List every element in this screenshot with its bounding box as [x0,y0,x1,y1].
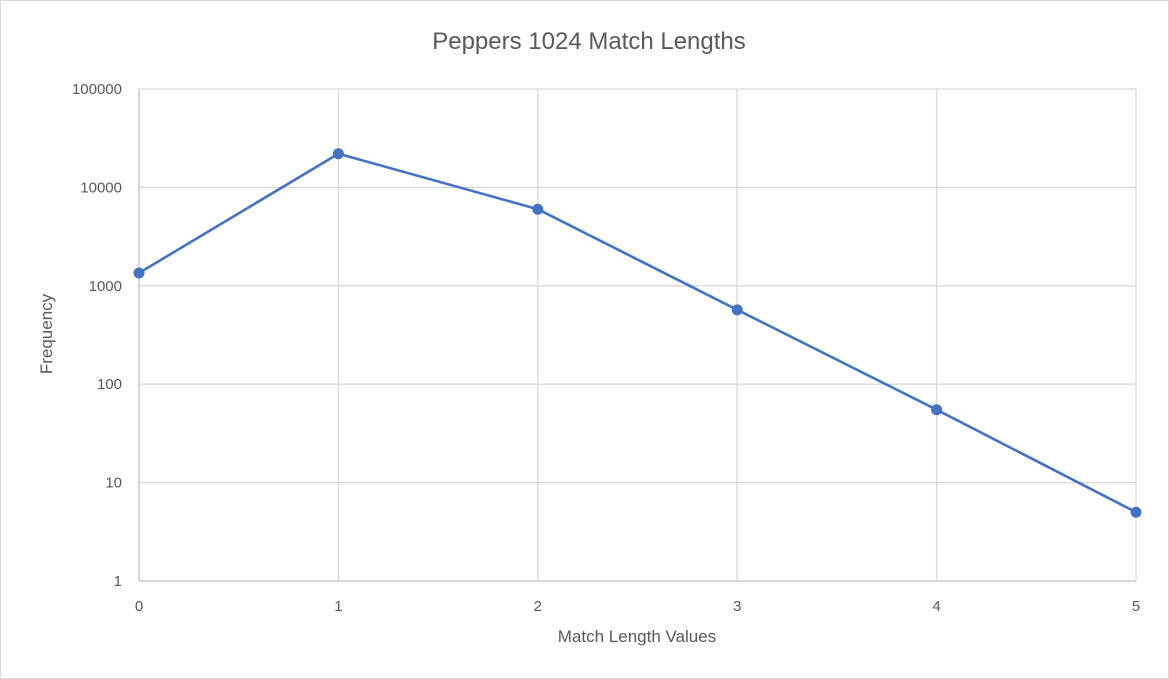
series-layer [133,148,1142,518]
x-tick-label: 2 [534,598,542,615]
y-tick-label: 100 [97,376,122,393]
y-tick-label: 1000 [89,278,122,295]
x-tick-label: 3 [733,598,741,615]
x-tick-label: 0 [135,598,143,615]
y-tick-label: 10000 [80,179,122,196]
x-tick-label: 5 [1132,598,1140,615]
x-tick-label: 1 [334,598,342,615]
chart-title: Peppers 1024 Match Lengths [432,28,746,55]
y-tick-label: 100000 [72,81,122,98]
x-tick-label: 4 [932,598,940,615]
y-axis-ticks: 1 10 100 1000 10000 100000 [72,81,122,590]
data-point [332,148,344,160]
y-tick-label: 1 [114,573,122,590]
x-axis-ticks: 0 1 2 3 4 5 [135,598,1140,615]
y-tick-label: 10 [105,475,122,492]
data-point [1130,506,1142,518]
x-axis-label: Match Length Values [558,627,716,646]
data-point [931,404,943,416]
series-line [138,152,1137,514]
data-point [532,203,544,215]
y-axis-label: Frequency [37,293,56,374]
gridlines [138,88,1137,582]
data-point [133,267,145,279]
data-point [731,304,743,316]
